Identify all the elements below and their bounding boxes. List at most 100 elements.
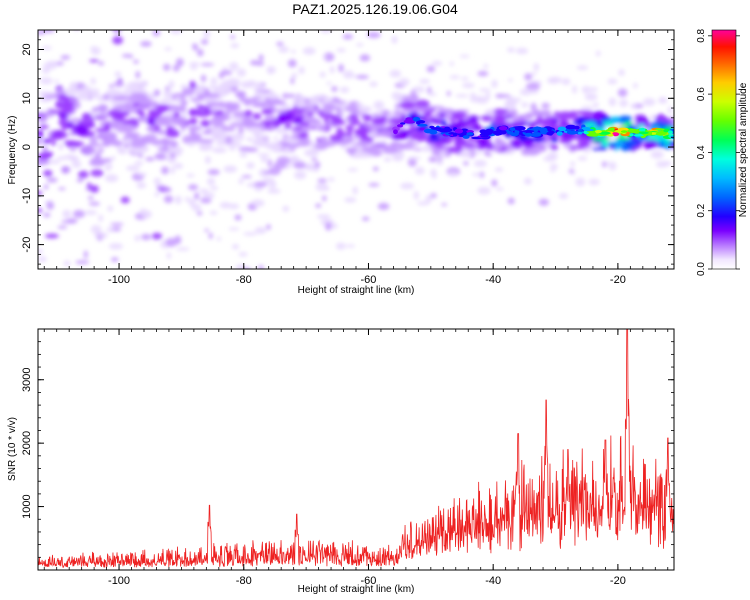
spectrogram-cell: [139, 0, 152, 4]
spectrogram-cell: [533, 145, 547, 153]
spectrogram-cell: [70, 141, 85, 146]
spectrogram-cell: [492, 130, 502, 135]
spectrogram-cell: [307, 126, 314, 130]
spectrogram-cell: [462, 82, 475, 89]
spectrogram-cell: [206, 177, 216, 186]
spectrogram-cell: [175, 58, 184, 67]
spectrogram-cell: [547, 77, 559, 84]
spectrogram-cell: [132, 102, 141, 107]
spectrogram-cell: [377, 202, 390, 210]
spectrogram-cell: [276, 109, 288, 114]
spectrogram-cell: [381, 145, 393, 150]
spectrogram-cell: [110, 23, 120, 30]
spectrogram-cell: [189, 117, 198, 125]
spectrogram-cell: [370, 114, 382, 118]
spectrogram-cell: [301, 110, 309, 117]
spectrogram-cell: [578, 128, 583, 133]
spectrogram-cell: [38, 190, 43, 196]
spectrogram-cell: [607, 133, 614, 137]
spectrogram-cell: [256, 82, 263, 89]
spectrogram-cell: [103, 137, 118, 144]
spectrogram-cell: [481, 114, 493, 122]
colorbar-tick-label: 0.0: [696, 262, 707, 276]
spectrogram-cell: [572, 85, 577, 94]
spectrogram-cell: [69, 147, 77, 152]
spectrogram-cell: [532, 132, 542, 136]
spectrogram-cell: [598, 131, 611, 135]
spectrogram-cell: [323, 186, 330, 191]
spectrogram-cell: [429, 130, 438, 135]
spectrogram-cell: [216, 236, 222, 241]
spectrogram-cell: [550, 136, 559, 143]
spectrogram-cell: [38, 91, 54, 96]
spectrogram-cell: [345, 136, 354, 143]
spectrogram-cell: [245, 127, 262, 133]
spectrogram-cell: [54, 79, 59, 84]
spectrogram-cell: [638, 131, 649, 135]
spectrogram-cell: [224, 101, 234, 107]
spectrogram-cell: [201, 39, 209, 45]
spectrogram-cell: [58, 142, 64, 151]
spectrogram-cell: [73, 126, 88, 132]
spectrogram-cell: [215, 86, 223, 92]
spectrogram-cell: [329, 135, 343, 142]
spectrogram-cell: [194, 192, 200, 201]
spectrogram-cell: [366, 31, 381, 39]
spectrogram-cell: [137, 172, 148, 176]
spectrogram-cell: [667, 106, 673, 114]
spectrogram-cell: [184, 197, 190, 202]
spectrogram-cell: [192, 44, 199, 51]
spectrogram-cell: [417, 123, 428, 127]
spectrogram-cell: [253, 181, 268, 188]
spectrogram-cell: [576, 110, 594, 115]
spectrogram-cell: [282, 93, 289, 99]
spectrogram-cell: [580, 105, 594, 110]
spectrogram-cell: [169, 14, 182, 18]
spectrogram-cell: [442, 145, 449, 152]
spectrogram-cell: [57, 19, 63, 26]
spectrogram-cell: [78, 170, 89, 179]
spectrogram-cell: [58, 118, 68, 126]
spectrogram-cell: [403, 142, 420, 146]
spectrogram-cell: [287, 93, 295, 98]
spectrogram-cell: [88, 201, 101, 206]
spectrogram-cell: [671, 144, 674, 149]
spectrogram-cell: [402, 95, 417, 104]
spectrogram-cell: [530, 72, 537, 76]
spectrogram-cell: [454, 128, 464, 134]
spectrogram-cell: [639, 128, 646, 132]
spectrogram-x-ticks: -100 -80 -60 -40 -20: [43, 30, 669, 286]
spectrogram-cell: [524, 177, 532, 185]
spectrogram-cell: [89, 159, 106, 167]
spectrogram-cell: [577, 156, 588, 161]
spectrogram-cell: [229, 107, 237, 112]
spectrogram-cell: [209, 106, 219, 112]
spectrogram-cell: [275, 127, 289, 134]
spectrogram-cell: [436, 160, 444, 166]
spectrogram-cell: [521, 140, 534, 147]
spectrogram-cell: [172, 64, 180, 72]
spectrogram-cell: [111, 120, 120, 129]
spectrogram-cell: [512, 115, 520, 122]
spectrogram-cell: [510, 139, 522, 147]
spectrogram-cell: [430, 193, 437, 199]
spectrogram-cell: [90, 169, 104, 177]
spectrogram-cell: [153, 89, 161, 97]
spectrogram-cell: [486, 130, 494, 134]
spectrogram-cell: [322, 195, 327, 202]
spectrogram-cell: [39, 124, 49, 130]
spectrogram-cell: [509, 127, 516, 131]
spectrogram-cell: [57, 94, 69, 101]
snr-y-axis-label: SNR (10 * v/v): [7, 417, 18, 481]
spectrogram-cell: [448, 132, 455, 135]
spectrogram-cell: [446, 90, 451, 97]
spectrogram-x-tick-label: -60: [361, 274, 377, 286]
spectrogram-cell: [546, 131, 554, 136]
spectrogram-cell: [290, 77, 295, 85]
spectrogram-cell: [510, 109, 518, 117]
spectrogram-cell: [336, 48, 346, 53]
spectrogram-y-ticks: -20 -10 0 10 20: [21, 29, 674, 265]
spectrogram-cell: [317, 214, 331, 220]
spectrogram-cell: [44, 308, 50, 314]
